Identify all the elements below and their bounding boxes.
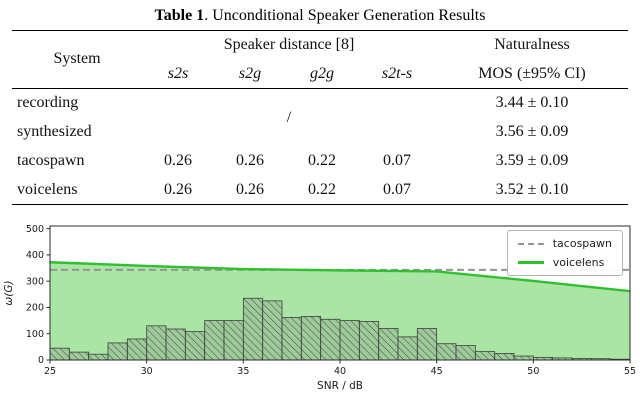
- y-tick-label: 100: [26, 329, 44, 340]
- cell-distance: 0.26: [164, 151, 192, 169]
- histogram-bar: [223, 320, 244, 361]
- table-row: synthesized 3.56 ± 0.09: [12, 118, 628, 147]
- voicelens-line-swatch: [517, 261, 544, 265]
- histogram-bar: [204, 320, 225, 361]
- table-row: voicelens 0.26 0.26 0.22 0.07 3.52 ± 0.1…: [12, 176, 628, 205]
- histogram-bar: [474, 351, 496, 361]
- col-header-s2g: s2g: [238, 64, 262, 82]
- table-caption-text: . Unconditional Speaker Generation Resul…: [204, 7, 486, 24]
- y-tick-label: 200: [26, 303, 44, 314]
- x-axis-label: SNR / dB: [317, 380, 363, 392]
- cell-mos: 3.52 ± 0.10: [495, 180, 569, 198]
- cell-mos: 3.59 ± 0.09: [495, 151, 569, 169]
- row-label: tacospawn: [17, 151, 85, 169]
- histogram-bar: [49, 348, 70, 361]
- histogram-bar: [320, 319, 341, 361]
- histogram-bar: [358, 321, 380, 361]
- col-header-system: System: [53, 50, 101, 68]
- results-table: System Speaker distance [8] Naturalness …: [12, 30, 628, 206]
- x-tick-label: 35: [237, 366, 249, 377]
- cell-distance: 0.07: [383, 180, 411, 198]
- x-tick-label: 40: [334, 366, 346, 377]
- x-tick-label: 45: [431, 366, 443, 377]
- x-tick-label: 55: [624, 366, 636, 377]
- cell-distance: 0.26: [236, 180, 264, 198]
- cell-distance: 0.22: [308, 151, 336, 169]
- snr-figure: 25 30 35 40 45 50 55 0 100 200 300 400 500 SNR / dB ω(…: [0, 218, 640, 398]
- table-row: recording / 3.44 ± 0.10: [12, 89, 628, 125]
- col-header-naturalness: Naturalness: [494, 36, 570, 53]
- histogram-bar: [146, 325, 167, 361]
- histogram-bar: [107, 342, 128, 361]
- cell-distance-na: /: [286, 108, 292, 126]
- cell-mos: 3.44 ± 0.10: [495, 94, 569, 112]
- chart-canvas: 25 30 35 40 45 50 55 0 100 200 300 400 500 SNR / dB ω(…: [3, 224, 636, 392]
- x-tick-label: 30: [141, 366, 153, 377]
- legend-item-voicelens: voicelens: [517, 256, 612, 270]
- y-tick-label: 400: [26, 250, 44, 261]
- y-axis-label: ω(G): [3, 281, 15, 306]
- y-tick-label: 500: [26, 224, 44, 235]
- x-tick-label: 25: [44, 366, 56, 377]
- histogram-bar: [339, 320, 360, 361]
- header-row-1: System Speaker distance [8] Naturalness: [12, 31, 628, 67]
- histogram-bar: [126, 338, 148, 361]
- histogram-bar: [494, 353, 515, 361]
- histogram-bar: [378, 328, 399, 361]
- table-caption-label: Table 1: [154, 7, 205, 24]
- cell-mos: 3.56 ± 0.09: [495, 123, 569, 141]
- cell-distance: 0.26: [164, 180, 192, 198]
- voicelens-line: [49, 261, 631, 293]
- cell-distance: 0.07: [383, 151, 411, 169]
- row-label: synthesized: [17, 123, 92, 141]
- col-header-g2g: g2g: [310, 64, 334, 82]
- cell-distance: 0.26: [236, 151, 264, 169]
- histogram-bar: [513, 355, 534, 361]
- y-tick-label: 300: [26, 277, 44, 288]
- histogram-bar: [88, 354, 109, 361]
- histogram-bar: [416, 328, 438, 361]
- header-row-2: s2s s2g g2g s2t-s MOS (±95% CI): [12, 60, 628, 89]
- histogram-bar: [455, 345, 476, 361]
- col-header-s2t-s: s2t-s: [381, 64, 413, 82]
- histogram-bar: [165, 328, 186, 361]
- cell-distance: 0.22: [308, 180, 336, 198]
- legend-item-tacospawn: tacospawn: [517, 237, 612, 251]
- col-header-speaker-distance: Speaker distance [8]: [223, 36, 355, 53]
- histogram-bar: [68, 352, 90, 361]
- row-label: recording: [17, 94, 79, 112]
- table-row: tacospawn 0.26 0.26 0.22 0.07 3.59 ± 0.0…: [12, 147, 628, 176]
- histogram-bar: [242, 298, 264, 361]
- table-caption: Table 1. Unconditional Speaker Generatio…: [0, 0, 640, 25]
- chart-legend: tacospawn voicelens: [506, 230, 623, 277]
- y-tick-label: 0: [38, 356, 44, 367]
- col-header-s2s: s2s: [167, 64, 189, 82]
- histogram-bar: [300, 316, 322, 361]
- histogram-bar: [184, 331, 206, 361]
- histogram-bar: [262, 300, 283, 361]
- row-label: voicelens: [17, 180, 78, 198]
- legend-label-voicelens: voicelens: [552, 256, 605, 270]
- histogram-bar: [436, 343, 457, 361]
- histogram-bar: [397, 336, 418, 361]
- legend-label-tacospawn: tacospawn: [552, 237, 612, 251]
- tacospawn-line-swatch: [517, 242, 544, 245]
- histogram-bar: [281, 317, 302, 361]
- x-tick-label: 50: [527, 366, 539, 377]
- col-header-mos: MOS (±95% CI): [478, 64, 586, 82]
